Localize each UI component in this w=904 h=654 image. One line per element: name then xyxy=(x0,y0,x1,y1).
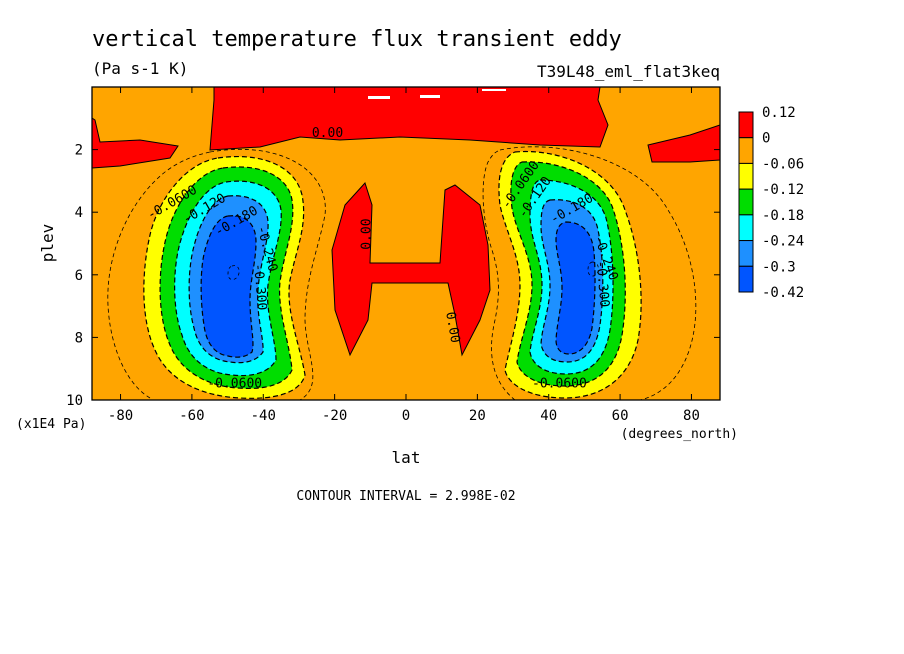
contour-interval: CONTOUR INTERVAL = 2.998E-02 xyxy=(296,489,515,504)
field-blip xyxy=(482,89,506,91)
colorbar-label: 0 xyxy=(762,131,770,147)
outer-contour-south xyxy=(107,148,326,400)
x-tick-label: -20 xyxy=(322,408,347,424)
contour-label: 0.00 xyxy=(312,126,343,141)
colorbar-swatch xyxy=(738,265,754,293)
x-tick-label: -60 xyxy=(179,408,204,424)
contour-label: -0.300 xyxy=(593,260,612,308)
contour-label: 0.00 xyxy=(359,218,374,249)
colorbar-swatch xyxy=(738,214,754,242)
colorbar-label: -0.06 xyxy=(762,156,804,172)
colorbar-label: -0.42 xyxy=(762,285,804,301)
field-blip xyxy=(420,95,440,98)
positive-region-top xyxy=(209,87,609,151)
colorbar-swatch xyxy=(738,137,754,164)
colorbar-label: -0.12 xyxy=(762,182,804,198)
x-tick-label: 40 xyxy=(540,408,557,424)
colorbar-label: -0.24 xyxy=(762,234,804,250)
chart-title: vertical temperature flux transient eddy xyxy=(92,27,622,52)
negative-cell-north xyxy=(498,150,642,399)
contour-label: -0.0600 xyxy=(532,376,587,391)
contour-label: 0.00 xyxy=(442,311,462,344)
colorbar-swatch xyxy=(738,240,754,267)
x-tick-label: -40 xyxy=(251,408,276,424)
x-tick-label: 20 xyxy=(469,408,486,424)
colorbar-swatch xyxy=(738,188,754,216)
x-tick-label: -80 xyxy=(108,408,133,424)
colorbar-swatch xyxy=(738,111,754,139)
colorbar-label: -0.18 xyxy=(762,208,804,224)
colorbar-swatch xyxy=(738,162,754,190)
positive-region-right-pole xyxy=(647,124,720,163)
y-tick-label: 4 xyxy=(75,205,83,221)
x-tick-label: 0 xyxy=(402,408,410,424)
y-axis-label: plev xyxy=(38,224,57,263)
field-blip xyxy=(368,96,390,99)
positive-region-center xyxy=(331,182,491,357)
contour-label: -0.0600 xyxy=(207,376,262,391)
y-tick-label: 8 xyxy=(75,330,83,346)
chart-units: (Pa s-1 K) xyxy=(92,59,188,78)
y-tick-label: 6 xyxy=(75,268,83,284)
x-axis-label: lat xyxy=(392,448,421,467)
x-axis-units: (degrees_north) xyxy=(621,427,738,442)
run-label: T39L48_eml_flat3keq xyxy=(537,62,720,81)
x-tick-label: 60 xyxy=(612,408,629,424)
colorbar-label: -0.3 xyxy=(762,259,796,275)
positive-region-left-pole xyxy=(92,117,179,169)
y-tick-label: 2 xyxy=(75,143,83,159)
y-axis-units: (x1E4 Pa) xyxy=(16,417,86,432)
x-tick-label: 80 xyxy=(683,408,700,424)
y-tick-label: 10 xyxy=(66,393,83,409)
x-axis: -80 -60 -40 -20 0 20 40 60 80 xyxy=(108,87,700,424)
contour-label: -0.300 xyxy=(250,263,269,311)
colorbar-label: 0.12 xyxy=(762,105,796,121)
colorbar: 0.12 0 -0.06 -0.12 -0.18 -0.24 -0.3 -0.42 xyxy=(738,105,804,301)
y-axis: 2 4 6 8 10 xyxy=(66,143,720,409)
outer-contour-north xyxy=(482,146,697,400)
plot-area xyxy=(91,86,721,401)
negative-cell-south xyxy=(143,155,306,399)
